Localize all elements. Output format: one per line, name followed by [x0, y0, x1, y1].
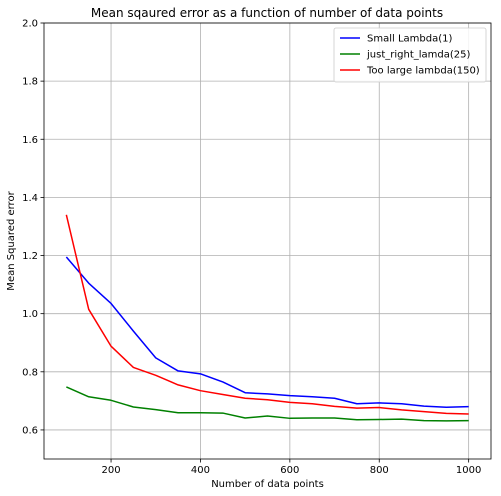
- y-tick-label: 1.8: [22, 77, 38, 88]
- y-tick-label: 1.4: [22, 193, 38, 204]
- y-axis-label: Mean Squared error: [6, 190, 17, 290]
- plot-frame: [43, 22, 492, 460]
- y-tick-label: 1.2: [22, 251, 38, 262]
- y-tick-label: 0.8: [22, 367, 38, 378]
- series-lines: [65, 214, 469, 422]
- y-tick-label: 2.0: [22, 19, 38, 30]
- chart-title: Mean sqaured error as a function of numb…: [91, 6, 443, 20]
- series-line-1: [65, 256, 469, 409]
- axis-ticks: 200 400 600 800 1000 0.6 0.8 1.0 1.2 1.4 1.6 1.8 2.0: [22, 19, 481, 477]
- series-line-3: [65, 214, 469, 415]
- x-tick-label: 400: [191, 465, 210, 476]
- y-tick-label: 1.6: [22, 135, 38, 146]
- x-tick-label: 600: [280, 465, 299, 476]
- legend-box: [333, 27, 487, 83]
- x-axis-label: Number of data points: [211, 479, 324, 490]
- y-tick-label: 1.0: [22, 309, 38, 320]
- x-tick-label: 800: [370, 465, 389, 476]
- legend-entry: Small Lambda(1): [367, 34, 452, 45]
- legend-entry: Too large lambda(150): [366, 66, 480, 77]
- x-tick-label: 200: [102, 465, 121, 476]
- legend: Small Lambda(1) just_right_lamda(25) Too l…: [333, 27, 487, 83]
- legend-entry: just_right_lamda(25): [366, 50, 470, 61]
- y-tick-label: 0.6: [22, 425, 38, 436]
- x-tick-label: 1000: [456, 465, 481, 476]
- series-line-2: [66, 386, 469, 422]
